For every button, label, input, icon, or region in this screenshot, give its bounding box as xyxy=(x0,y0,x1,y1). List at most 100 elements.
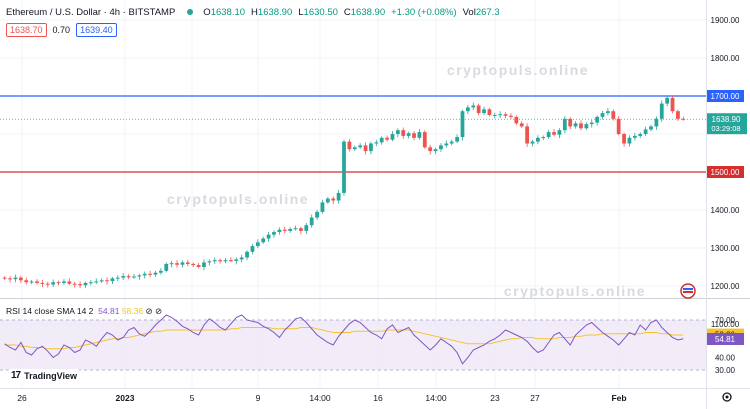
time-tick-label: 16 xyxy=(373,393,383,403)
candle-body xyxy=(546,132,551,138)
time-tick-label: 27 xyxy=(530,393,540,403)
candle-body xyxy=(94,281,99,283)
candle-body xyxy=(422,132,427,148)
candle-body xyxy=(374,142,379,144)
candle-body xyxy=(51,282,56,285)
candle-body xyxy=(336,192,341,201)
visibility-icons[interactable]: ⊘ ⊘ xyxy=(145,306,163,316)
candle-body xyxy=(282,229,287,231)
candle-body xyxy=(239,257,244,260)
candle-body xyxy=(148,273,152,275)
time-tick-label: 23 xyxy=(490,393,500,403)
candle-body xyxy=(670,97,675,112)
time-axis: 26 2023 5 9 14:00 16 14:00 23 27 Feb xyxy=(17,393,626,403)
candle-body xyxy=(72,283,77,285)
candle-body xyxy=(616,118,621,134)
candle-body xyxy=(525,126,530,144)
price-tick-label: 1100.00 xyxy=(711,320,740,329)
candle-body xyxy=(255,242,260,247)
candle-body xyxy=(202,262,206,267)
candle-body xyxy=(433,149,438,152)
quote-bar: 1638.70 0.70 1639.40 xyxy=(6,23,117,37)
candle-body xyxy=(29,281,34,283)
candle-body xyxy=(536,137,540,142)
candle-body xyxy=(266,234,271,239)
rsi-title[interactable]: RSI 14 close SMA 14 2 xyxy=(6,306,94,316)
c-value: 1638.90 xyxy=(350,6,386,18)
price-axis: 1900.00 1800.00 1700.00 1500.00 1400.00 1300.… xyxy=(707,16,747,329)
candle-body xyxy=(99,280,104,282)
candle-body xyxy=(363,145,368,152)
candle-body xyxy=(309,217,314,226)
candle-body xyxy=(439,145,443,150)
level-1500-tag xyxy=(707,166,744,178)
rsi-value-label: 54.81 xyxy=(715,335,736,344)
candle-body xyxy=(465,107,470,112)
h-label: H xyxy=(251,6,258,18)
candle-body xyxy=(277,229,282,233)
sell-price-button[interactable]: 1638.70 xyxy=(6,23,47,37)
candle-body xyxy=(126,276,131,278)
candle-body xyxy=(552,132,556,135)
candle-body xyxy=(643,129,648,134)
price-tick-label: 1300.00 xyxy=(711,244,740,253)
rsi-tick-label: 30.00 xyxy=(715,366,736,375)
symbol-title[interactable]: Ethereum / U.S. Dollar · 4h · BITSTAMP xyxy=(6,6,176,18)
candle-body xyxy=(105,280,109,282)
gear-icon[interactable] xyxy=(722,392,732,402)
candle-body xyxy=(325,198,330,203)
candle-body xyxy=(611,111,616,119)
candle-body xyxy=(412,133,416,138)
candle-body xyxy=(579,123,583,129)
price-tick-label: 1200.00 xyxy=(711,282,740,291)
candle-body xyxy=(369,143,373,152)
candle-body xyxy=(406,133,411,136)
candle-body xyxy=(649,126,653,130)
candle-body xyxy=(207,261,212,263)
candle-body xyxy=(444,143,449,146)
candle-body xyxy=(390,134,395,140)
spread-value: 0.70 xyxy=(52,25,71,35)
candle-body xyxy=(8,278,12,280)
candle-body xyxy=(573,123,578,127)
candle-body xyxy=(78,284,82,286)
l-value: 1630.50 xyxy=(303,6,338,18)
candle-body xyxy=(320,202,325,212)
candle-body xyxy=(62,281,66,283)
candle-body xyxy=(67,281,72,284)
time-tick-label: 14:00 xyxy=(309,393,331,403)
candle-body xyxy=(212,260,217,262)
candle-body xyxy=(88,282,93,284)
watermark-3: cryptopuls.online xyxy=(504,283,646,299)
candle-body xyxy=(395,130,400,134)
candle-body xyxy=(158,270,163,273)
candle-body xyxy=(229,260,233,262)
candle-body xyxy=(498,114,503,116)
candle-body xyxy=(13,277,18,280)
candle-body xyxy=(492,115,497,116)
candle-body xyxy=(627,137,632,144)
last-price-tag xyxy=(707,113,747,135)
status-dot-icon xyxy=(187,9,194,15)
rsi-value-tag xyxy=(707,332,744,345)
tradingview-branding[interactable]: 17 TradingView xyxy=(8,369,80,382)
candle-body xyxy=(196,265,201,267)
sma-legend-value: 58.36 xyxy=(121,306,144,316)
rsi-legend: RSI 14 close SMA 14 2 54.81 58.36 ⊘ ⊘ xyxy=(6,306,162,317)
buy-price-button[interactable]: 1639.40 xyxy=(76,23,117,37)
price-tick-label: 1800.00 xyxy=(711,54,740,63)
watermark-2: cryptopuls.online xyxy=(167,191,309,207)
candle-body xyxy=(622,134,626,144)
vol-label: Vol xyxy=(462,6,476,18)
candle-body xyxy=(137,275,142,277)
candle-body xyxy=(2,277,7,279)
candle-body xyxy=(18,277,23,281)
candle-body xyxy=(519,123,524,127)
flag-icon[interactable] xyxy=(680,283,696,299)
candle-body xyxy=(562,118,567,131)
last-price-label: 1638.90 xyxy=(712,115,741,124)
candle-body xyxy=(589,122,594,125)
rsi-tick-label: 70.00 xyxy=(715,316,736,325)
candle-body xyxy=(401,130,406,136)
